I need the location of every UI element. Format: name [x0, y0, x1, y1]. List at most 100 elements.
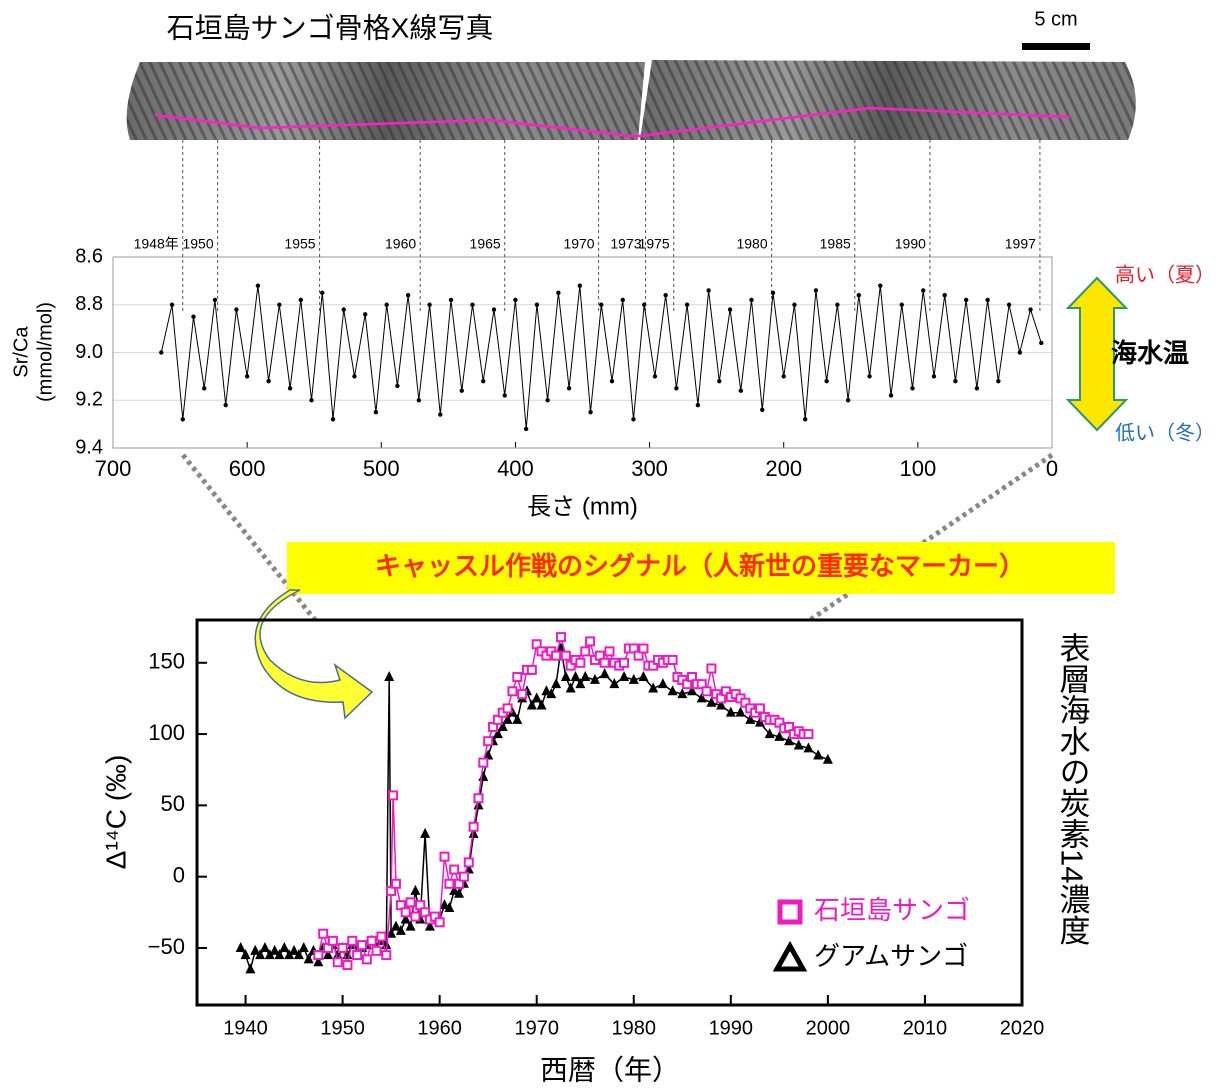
- year-label: 1980: [736, 236, 767, 252]
- figure: 石垣島サンゴ骨格X線写真 5 cm 高い（夏） 海水温 低い（冬） キャッスル作…: [0, 0, 1226, 1091]
- srca-point: [696, 403, 700, 407]
- side-title: 表層海水の炭素14濃度: [1055, 632, 1091, 946]
- year-label: 1948年: [134, 236, 179, 252]
- square-marker: [382, 951, 390, 959]
- year-label: 1950: [182, 236, 213, 252]
- year-label: 1975: [639, 236, 670, 252]
- srca-point: [910, 386, 914, 390]
- square-marker: [707, 664, 715, 672]
- triangle-marker: [304, 953, 314, 963]
- srca-point: [417, 398, 421, 402]
- triangle-marker: [566, 682, 576, 692]
- square-marker: [402, 908, 410, 916]
- triangle-marker: [551, 678, 561, 688]
- y-tick-label: 0: [173, 862, 185, 887]
- square-marker: [639, 645, 647, 653]
- square-marker: [479, 759, 487, 767]
- triangle-marker: [299, 942, 309, 952]
- triangle-marker: [478, 771, 488, 781]
- srca-point: [256, 283, 260, 287]
- srca-line: [161, 286, 1041, 429]
- srca-point: [717, 379, 721, 383]
- x-tick-label: 400: [497, 456, 534, 481]
- srca-point: [846, 398, 850, 402]
- srca-point: [299, 298, 303, 302]
- c14-line: [318, 637, 808, 965]
- srca-point: [900, 303, 904, 307]
- srca-point: [760, 408, 764, 412]
- x-tick-label: 700: [95, 456, 132, 481]
- square-marker: [339, 944, 347, 952]
- srca-point: [460, 389, 464, 393]
- srca-point: [835, 303, 839, 307]
- photo-title: 石垣島サンゴ骨格X線写真: [167, 12, 494, 43]
- srca-point: [363, 312, 367, 316]
- square-marker: [368, 937, 376, 945]
- srca-point: [1018, 350, 1022, 354]
- srca-point: [631, 417, 635, 421]
- srca-point: [782, 374, 786, 378]
- srca-point: [342, 307, 346, 311]
- srca-point: [803, 417, 807, 421]
- srca-point: [824, 379, 828, 383]
- srca-point: [996, 379, 1000, 383]
- srca-point: [331, 417, 335, 421]
- x-tick-label: 1940: [223, 1017, 268, 1039]
- x-tick-label: 1960: [417, 1017, 462, 1039]
- srca-point: [374, 410, 378, 414]
- scale-bar: [1022, 43, 1090, 50]
- x-tick-label: 2010: [903, 1017, 948, 1039]
- srca-point: [213, 298, 217, 302]
- x-tick-label: 600: [229, 456, 266, 481]
- triangle-marker: [571, 671, 581, 681]
- year-label: 1955: [284, 236, 315, 252]
- sst-high: 高い（夏）: [1115, 263, 1215, 286]
- x-tick-label: 100: [899, 456, 936, 481]
- square-marker: [389, 791, 397, 799]
- square-marker: [508, 687, 516, 695]
- srca-point: [857, 293, 861, 297]
- srca-point: [524, 427, 528, 431]
- srca-point: [159, 350, 163, 354]
- square-marker: [314, 951, 322, 959]
- x-tick-label: 0: [1046, 456, 1058, 481]
- srca-point: [985, 298, 989, 302]
- srca-point: [792, 303, 796, 307]
- x-tick-label: 500: [363, 456, 400, 481]
- square-marker: [445, 880, 453, 888]
- square-marker: [436, 918, 444, 926]
- year-label: 1970: [563, 236, 594, 252]
- srca-point: [653, 374, 657, 378]
- square-marker: [601, 659, 609, 667]
- x-axis-label: 長さ (mm): [527, 493, 638, 520]
- srca-point: [277, 303, 281, 307]
- srca-point: [502, 393, 506, 397]
- x-tick-label: 1950: [320, 1017, 365, 1039]
- y-tick-label: 100: [148, 720, 185, 745]
- srca-point: [921, 288, 925, 292]
- triangle-marker: [813, 749, 823, 759]
- square-marker: [669, 656, 677, 664]
- srca-point: [642, 303, 646, 307]
- y-tick-label: 50: [161, 791, 185, 816]
- square-marker: [528, 666, 536, 674]
- srca-point: [556, 291, 560, 295]
- srca-point: [449, 298, 453, 302]
- srca-point: [932, 374, 936, 378]
- srca-point: [674, 386, 678, 390]
- srca-point: [975, 386, 979, 390]
- square-marker: [450, 866, 458, 874]
- year-label: 1985: [820, 236, 851, 252]
- triangle-marker: [638, 671, 648, 681]
- srca-point: [406, 293, 410, 297]
- square-marker: [363, 955, 371, 963]
- square-marker: [576, 659, 584, 667]
- legend-label: グアムサンゴ: [814, 941, 968, 971]
- legend-marker: [780, 902, 800, 922]
- square-marker: [474, 794, 482, 802]
- xray-photo: [127, 60, 1136, 140]
- year-label: 1973: [610, 236, 641, 252]
- srca-point: [266, 379, 270, 383]
- y-tick-label: −50: [148, 934, 185, 959]
- triangle-marker: [410, 885, 420, 895]
